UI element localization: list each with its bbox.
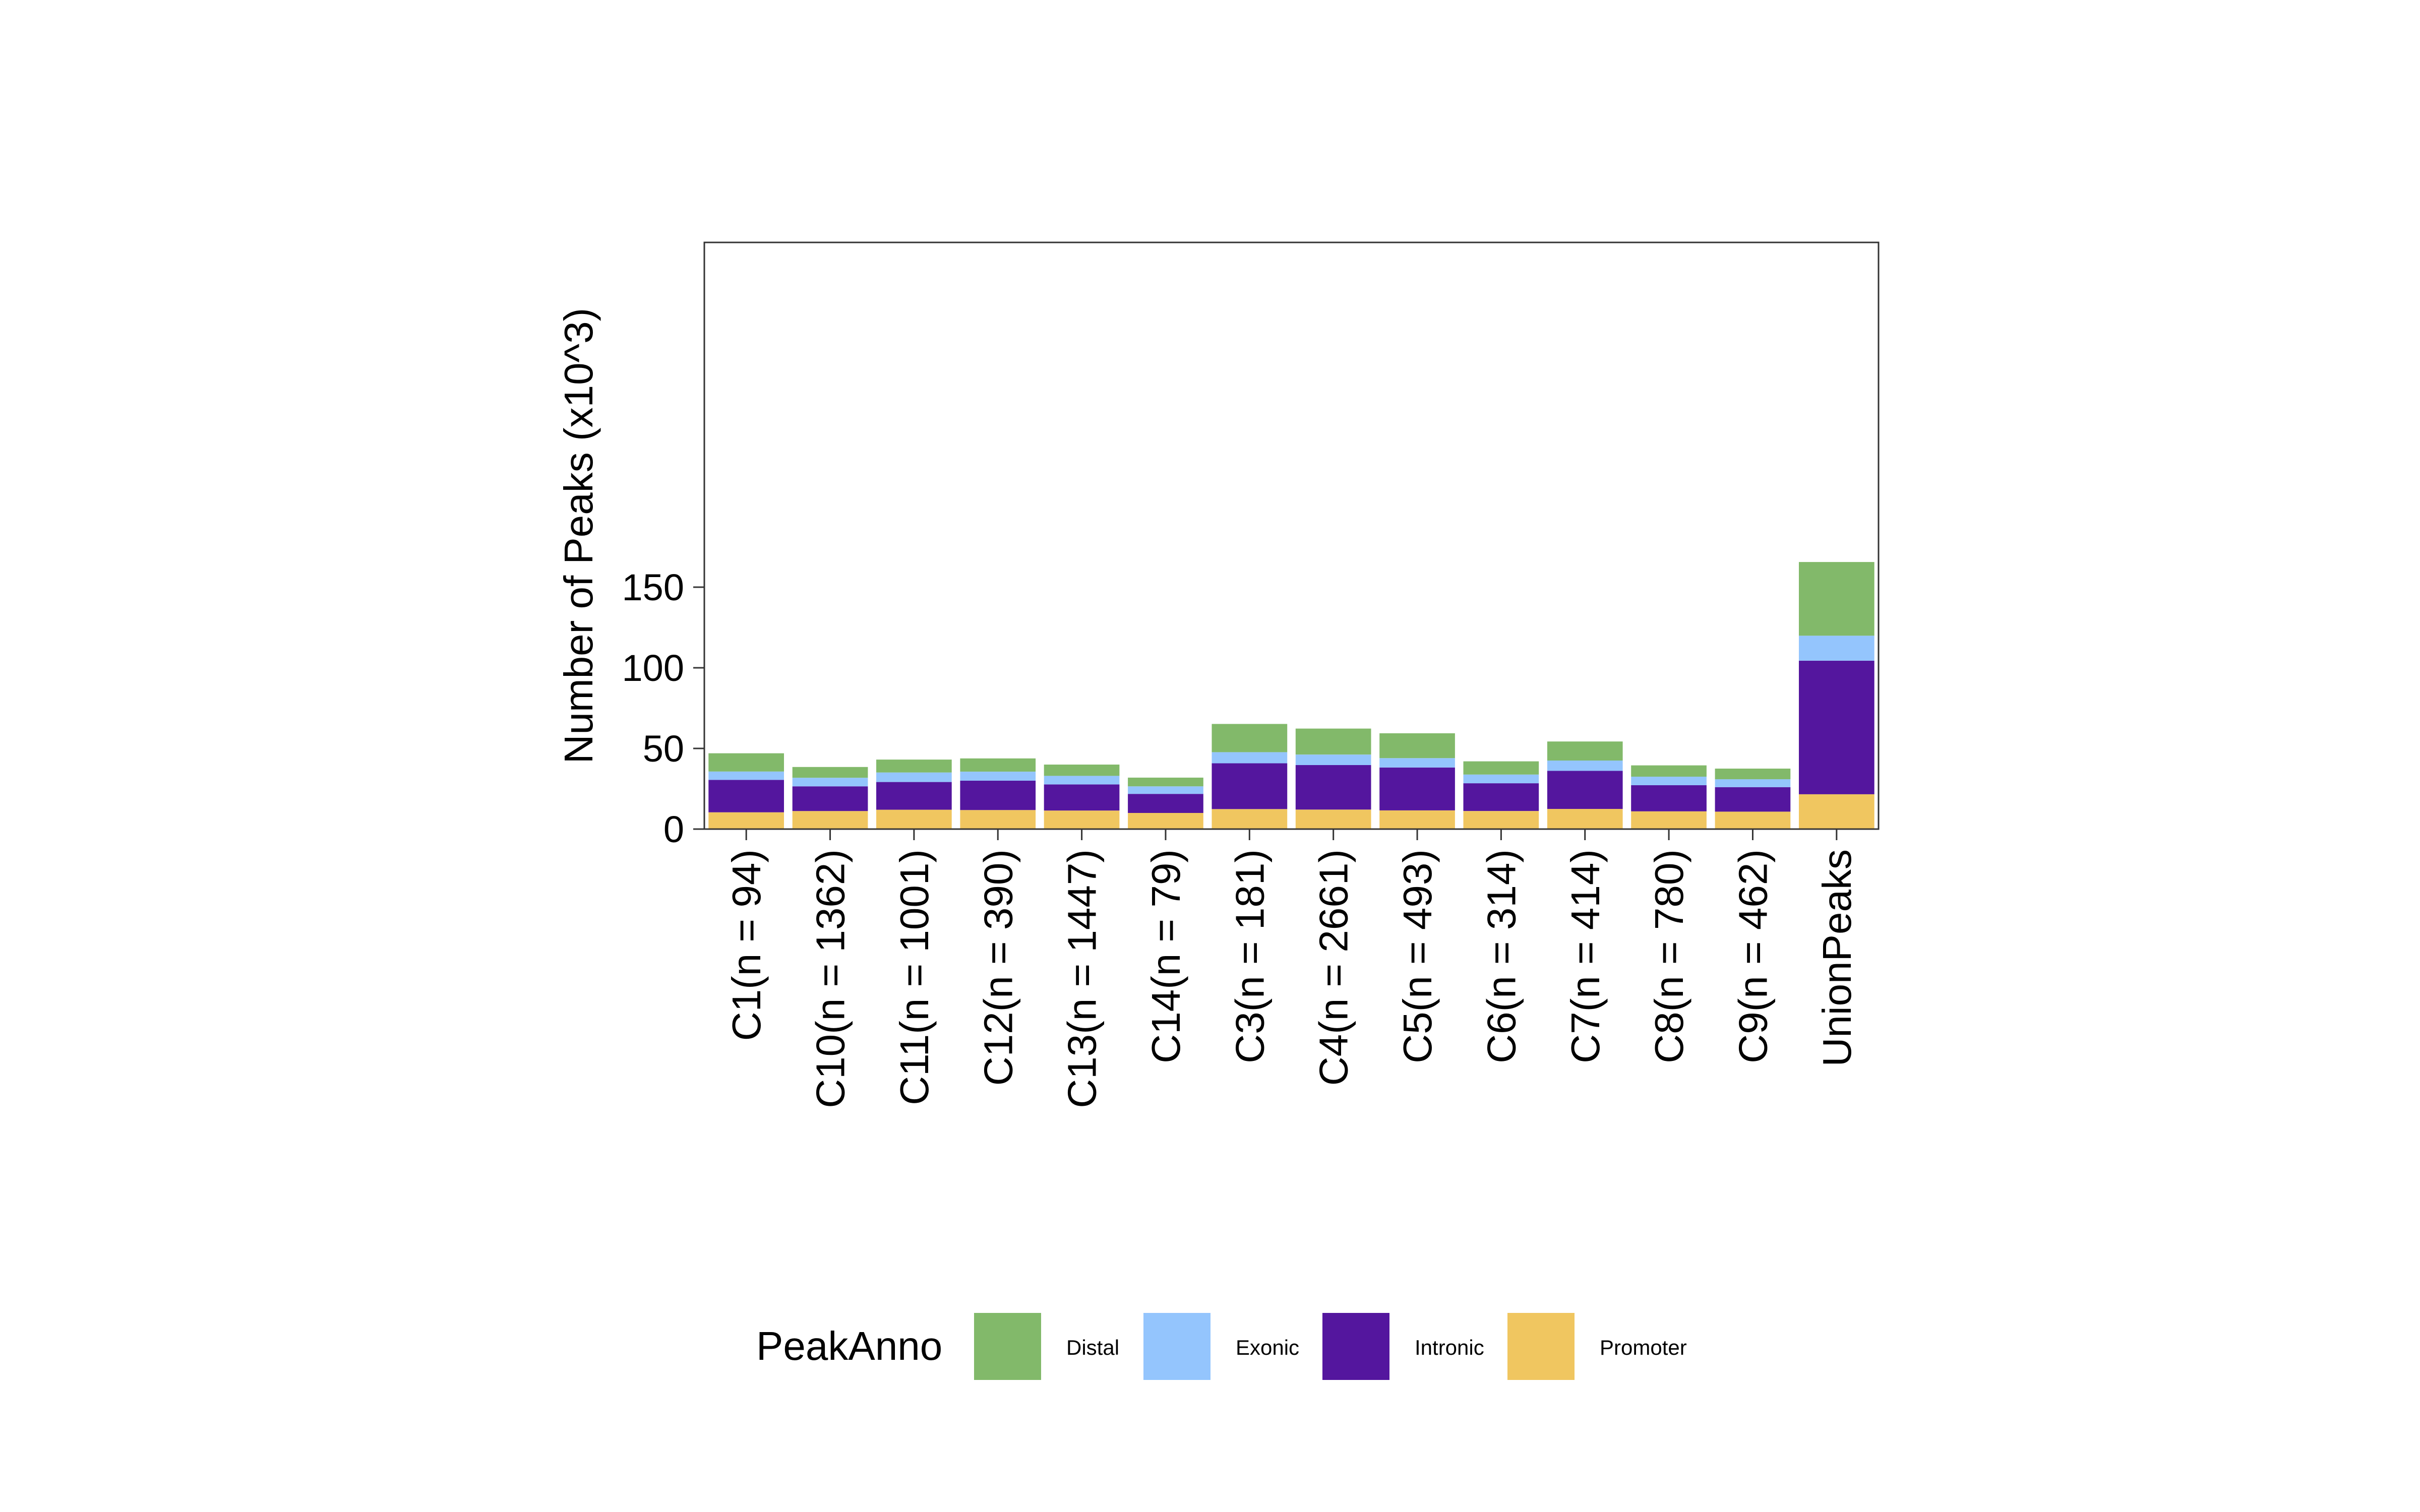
bar-segment-intronic [1295,765,1371,810]
bar-segment-intronic [1463,783,1539,811]
x-tick-label: C13(n = 1447) [1060,849,1105,1108]
bar-segment-distal [1379,733,1455,759]
bar-segment-intronic [1379,767,1455,810]
x-tick-label: C12(n = 390) [976,849,1020,1086]
bar-segment-distal [792,767,868,778]
bar-segment-promoter [708,812,784,829]
x-tick-label: C10(n = 1362) [808,849,853,1108]
bar-segment-promoter [1631,811,1707,829]
bar-segment-distal [1631,765,1707,777]
bar-segment-intronic [1547,771,1623,809]
bar-segment-distal [1799,562,1874,636]
bar-segment-promoter [1463,811,1539,829]
bar-segment-exonic [1799,636,1874,661]
bar-segment-distal [1128,777,1203,787]
bar-segment-exonic [1715,779,1791,787]
bar-segment-intronic [708,780,784,812]
bar-segment-exonic [1631,777,1707,785]
bar-segment-exonic [1463,774,1539,784]
x-tick-label: C1(n = 94) [724,849,769,1041]
y-axis: 0 50 100 150 [622,566,704,850]
x-tick-label: C3(n = 181) [1227,849,1272,1063]
legend-swatch-intronic [1322,1313,1389,1380]
bar-segment-exonic [876,772,952,782]
bar-segment-intronic [876,782,952,810]
bar-segment-exonic [1044,776,1120,785]
bar-segment-promoter [1295,809,1371,829]
legend-swatch-promoter [1507,1313,1575,1380]
x-tick-label: C14(n = 79) [1143,849,1188,1063]
bar-segment-promoter [876,809,952,829]
x-tick-label: UnionPeaks [1814,849,1859,1066]
legend-label-distal: Distal [1066,1336,1119,1359]
bar-segment-promoter [1044,810,1120,829]
bar-segment-distal [1044,765,1120,776]
legend-label-intronic: Intronic [1415,1336,1484,1359]
plot-panel-border [703,241,1880,830]
bar-segment-exonic [1212,752,1288,764]
bar-segment-exonic [1379,758,1455,768]
y-tick-label: 150 [622,566,684,608]
bar-segment-exonic [708,771,784,780]
legend-label-exonic: Exonic [1236,1336,1299,1359]
x-tick-label: C8(n = 780) [1647,849,1691,1063]
bar-segment-intronic [1128,794,1203,813]
bar-segment-distal [1547,741,1623,761]
bar-segment-distal [876,760,952,773]
bar-segment-promoter [1547,809,1623,829]
bar-segment-promoter [792,811,868,829]
x-tick-label: C11(n = 1001) [892,849,937,1105]
bar-segment-intronic [960,781,1036,810]
bars-group [708,562,1874,829]
x-tick-label: C9(n = 462) [1731,849,1776,1063]
bar-segment-promoter [1212,809,1288,829]
bar-segment-promoter [960,810,1036,829]
bar-segment-intronic [1715,787,1791,812]
x-tick-label: C7(n = 414) [1563,849,1608,1063]
legend: PeakAnno Distal Exonic Intronic Promoter [756,1313,1687,1380]
legend-swatch-exonic [1143,1313,1211,1380]
x-tick-label: C4(n = 2661) [1311,849,1356,1086]
bar-segment-exonic [1128,786,1203,794]
bar-segment-exonic [960,772,1036,781]
bar-segment-exonic [1547,761,1623,771]
legend-label-promoter: Promoter [1600,1336,1687,1359]
bar-segment-distal [1463,761,1539,775]
legend-swatch-distal [974,1313,1041,1380]
y-axis-label: Number of Peaks (x10^3) [556,308,601,764]
bar-segment-intronic [1631,785,1707,811]
x-tick-label: C5(n = 493) [1395,849,1440,1063]
bar-segment-promoter [1715,811,1791,829]
y-tick-label: 0 [663,808,684,850]
bar-segment-distal [1295,728,1371,755]
bar-segment-intronic [1044,784,1120,811]
bar-segment-distal [1212,724,1288,752]
y-tick-label: 50 [643,728,684,770]
bar-segment-distal [708,753,784,772]
bar-segment-exonic [1295,754,1371,765]
bar-segment-promoter [1128,813,1203,829]
bar-segment-exonic [792,778,868,787]
bar-segment-distal [1715,769,1791,780]
y-tick-label: 100 [622,647,684,689]
bar-segment-intronic [1212,763,1288,809]
bar-segment-promoter [1799,794,1874,829]
bar-segment-distal [960,758,1036,772]
bar-segment-promoter [1379,810,1455,829]
bar-segment-intronic [1799,660,1874,794]
x-tick-label: C6(n = 314) [1479,849,1524,1063]
legend-title: PeakAnno [756,1324,942,1368]
bar-segment-intronic [792,786,868,811]
x-axis: C1(n = 94) C10(n = 1362) C11(n = 1001) C12(… [724,829,1859,1108]
